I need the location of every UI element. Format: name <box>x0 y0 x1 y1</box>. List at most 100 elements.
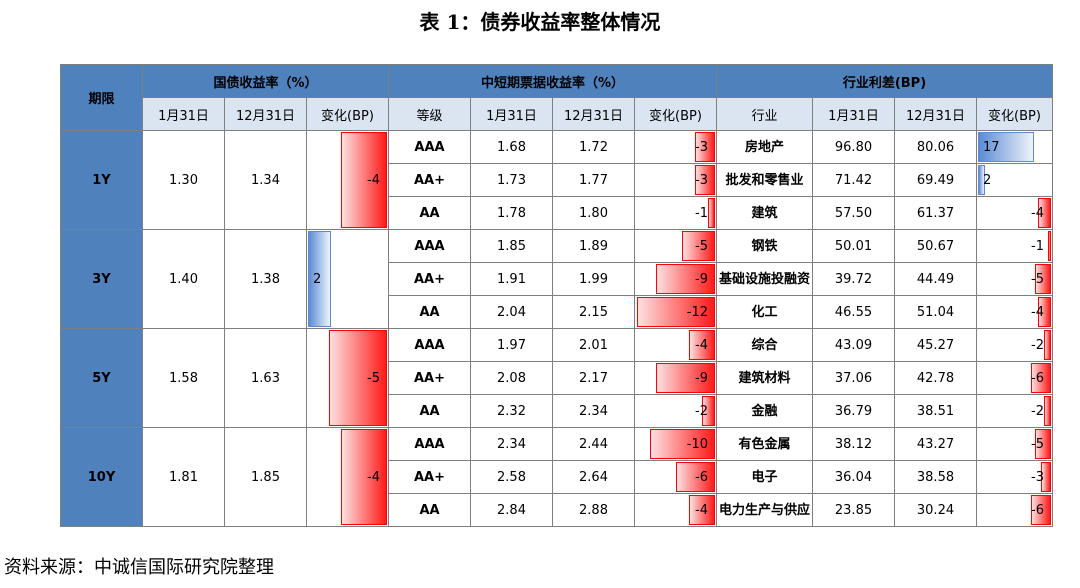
change-value: -1 <box>695 205 708 221</box>
spread-change-cell: -6 <box>976 361 1053 395</box>
mtn-dec-cell: 1.72 <box>552 130 635 164</box>
mtn-jan-cell: 2.32 <box>470 394 553 428</box>
gov-jan-cell: 1.30 <box>142 130 225 230</box>
gov-change-cell: 2 <box>306 229 389 329</box>
grade-cell: AAA <box>388 130 471 164</box>
change-value: -6 <box>695 469 708 485</box>
mtn-change-cell: -2 <box>634 394 717 428</box>
spread-jan-cell: 57.50 <box>812 196 895 230</box>
table-row: AA 2.84 2.88 -4 电力生产与供应 23.85 30.24 -6 <box>61 493 1053 527</box>
change-value: -4 <box>367 172 380 188</box>
mtn-dec-cell: 2.44 <box>552 427 635 461</box>
spread-group-header: 行业利差(BP) <box>716 64 1053 98</box>
grade-cell: AA <box>388 196 471 230</box>
change-value: -4 <box>1031 304 1044 320</box>
change-value: -3 <box>695 139 708 155</box>
industry-cell: 房地产 <box>716 130 813 164</box>
mtn-change-cell: -5 <box>634 229 717 263</box>
mtn-jan-cell: 1.91 <box>470 262 553 296</box>
gov-dec-cell: 1.85 <box>224 427 307 527</box>
change-value: -6 <box>1031 502 1044 518</box>
table-row: AA 2.32 2.34 -2 金融 36.79 38.51 -2 <box>61 394 1053 428</box>
industry-cell: 电力生产与供应 <box>716 493 813 527</box>
change-bar <box>695 132 715 162</box>
spread-jan-cell: 46.55 <box>812 295 895 329</box>
spread-dec-cell: 61.37 <box>894 196 977 230</box>
spread-jan-header: 1月31日 <box>812 97 895 131</box>
spread-change-header: 变化(BP) <box>976 97 1053 131</box>
change-value: -4 <box>1031 205 1044 221</box>
industry-cell: 建筑材料 <box>716 361 813 395</box>
mtn-change-cell: -3 <box>634 163 717 197</box>
industry-cell: 基础设施投融资 <box>716 262 813 296</box>
change-bar <box>1031 363 1051 393</box>
source-note: 资料来源：中诚信国际研究院整理 <box>4 557 274 578</box>
change-bar <box>1031 495 1051 525</box>
change-bar <box>637 297 715 327</box>
change-bar <box>702 396 715 426</box>
grade-cell: AA+ <box>388 163 471 197</box>
gov-jan-cell: 1.58 <box>142 328 225 428</box>
spread-dec-cell: 44.49 <box>894 262 977 296</box>
change-bar <box>308 231 331 327</box>
mtn-jan-cell: 2.84 <box>470 493 553 527</box>
industry-cell: 批发和零售业 <box>716 163 813 197</box>
table-row: 10Y 1.81 1.85 -4 AAA 2.34 2.44 -10 有色金属 38.12 43.2… <box>60 427 1053 527</box>
grade-cell: AAA <box>388 427 471 461</box>
mtn-change-cell: -10 <box>634 427 717 461</box>
bond-yield-table: 期限 国债收益率（%） 中短期票据收益率（%） 行业利差(BP) 1月31日 1… <box>60 64 1053 527</box>
industry-cell: 金融 <box>716 394 813 428</box>
spread-dec-cell: 51.04 <box>894 295 977 329</box>
change-bar <box>682 231 715 261</box>
change-value: -5 <box>367 370 380 386</box>
change-value: -2 <box>695 403 708 419</box>
spread-dec-cell: 43.27 <box>894 427 977 461</box>
gov-jan-cell: 1.40 <box>142 229 225 329</box>
change-value: -4 <box>695 502 708 518</box>
spread-jan-cell: 96.80 <box>812 130 895 164</box>
spread-change-cell: -5 <box>976 427 1053 461</box>
industry-cell: 电子 <box>716 460 813 494</box>
industry-cell: 钢铁 <box>716 229 813 263</box>
mtn-dec-cell: 2.17 <box>552 361 635 395</box>
spread-dec-cell: 30.24 <box>894 493 977 527</box>
gov-jan-header: 1月31日 <box>142 97 225 131</box>
gov-dec-cell: 1.38 <box>224 229 307 329</box>
gov-dec-cell: 1.63 <box>224 328 307 428</box>
change-bar <box>1035 429 1051 459</box>
mtn-change-cell: -4 <box>634 493 717 527</box>
change-value: -3 <box>1031 469 1044 485</box>
term-header: 期限 <box>60 64 143 131</box>
gov-jan-cell: 1.81 <box>142 427 225 527</box>
gov-change-cell: -5 <box>306 328 389 428</box>
mtn-change-cell: -3 <box>634 130 717 164</box>
table-title: 表 1：债券收益率整体情况 <box>419 10 661 34</box>
spread-jan-cell: 37.06 <box>812 361 895 395</box>
change-bar <box>978 165 985 195</box>
gov-yield-group-header: 国债收益率（%） <box>142 64 389 98</box>
spread-jan-cell: 23.85 <box>812 493 895 527</box>
spread-change-cell: 2 <box>976 163 1053 197</box>
spread-jan-cell: 36.04 <box>812 460 895 494</box>
mtn-dec-cell: 1.89 <box>552 229 635 263</box>
change-value: 2 <box>313 271 322 287</box>
mtn-jan-cell: 2.58 <box>470 460 553 494</box>
table-row: AA 1.78 1.80 -1 建筑 57.50 61.37 -4 <box>61 196 1053 230</box>
spread-change-cell: -4 <box>976 295 1053 329</box>
mtn-yield-group-header: 中短期票据收益率（%） <box>388 64 717 98</box>
industry-cell: 化工 <box>716 295 813 329</box>
change-bar <box>1038 198 1051 228</box>
spread-jan-cell: 43.09 <box>812 328 895 362</box>
table-row: 5Y 1.58 1.63 -5 AAA 1.97 2.01 -4 综合 43.09 45.27 -2 <box>60 328 1053 428</box>
grade-cell: AA+ <box>388 361 471 395</box>
grade-cell: AAA <box>388 229 471 263</box>
change-bar <box>1041 462 1051 492</box>
spread-change-cell: -1 <box>976 229 1053 263</box>
spread-change-cell: -6 <box>976 493 1053 527</box>
change-bar <box>708 198 715 228</box>
mtn-change-cell: -9 <box>634 361 717 395</box>
term-cell: 3Y <box>60 229 143 329</box>
industry-header: 行业 <box>716 97 813 131</box>
mtn-dec-cell: 2.64 <box>552 460 635 494</box>
gov-change-cell: -4 <box>306 427 389 527</box>
